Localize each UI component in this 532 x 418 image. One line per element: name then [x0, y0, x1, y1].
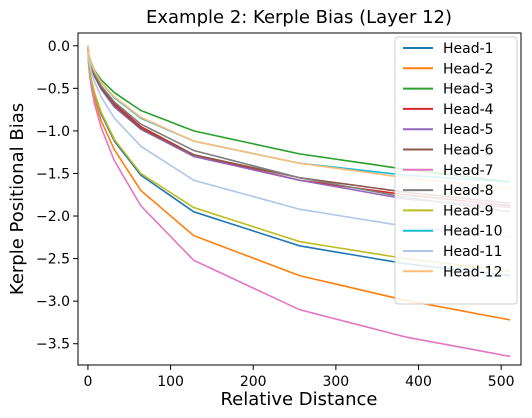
legend-label: Head-12: [443, 264, 502, 280]
y-tick-label: −2.0: [36, 209, 70, 225]
legend-label: Head-9: [443, 203, 494, 219]
y-tick-label: −1.0: [36, 124, 70, 140]
plot-frame: [77, 32, 522, 366]
legend-label: Head-6: [443, 143, 494, 159]
legend-items: Head-1 Head-2 Head-3 Head-4 Head-5 Head-6 Head…: [403, 41, 502, 280]
legend-entry-2: Head-2: [403, 61, 494, 77]
legend-entry-12: Head-12: [403, 264, 502, 280]
x-tick-label: 200: [240, 374, 267, 390]
legend-label: Head-7: [443, 163, 494, 179]
chart-title: Example 2: Kerple Bias (Layer 12): [146, 7, 452, 28]
x-tick-label: 400: [405, 374, 432, 390]
legend-label: Head-3: [443, 82, 494, 98]
legend-entry-6: Head-6: [403, 143, 494, 159]
legend-label: Head-1: [443, 41, 494, 57]
legend-entry-5: Head-5: [403, 122, 494, 138]
x-axis-ticks: 0 100 200 300 400 500: [83, 365, 515, 390]
x-tick-label: 100: [157, 374, 184, 390]
legend-label: Head-10: [443, 224, 502, 240]
y-tick-label: −3.5: [36, 337, 70, 353]
legend: Head-1 Head-2 Head-3 Head-4 Head-5 Head-6 Head…: [394, 36, 518, 305]
x-axis-label: Relative Distance: [220, 389, 377, 410]
legend-label: Head-2: [443, 61, 494, 77]
series-line-12: [87, 45, 511, 190]
y-axis-ticks: 0.0 −0.5 −1.0 −1.5 −2.0 −2.5 −3.0 −3.5: [36, 39, 78, 353]
legend-label: Head-8: [443, 183, 494, 199]
legend-entry-10: Head-10: [403, 224, 502, 240]
x-tick-label: 500: [488, 374, 515, 390]
series-line-11: [87, 45, 511, 239]
legend-box: [394, 36, 518, 305]
y-tick-label: −0.5: [36, 81, 70, 97]
x-tick-label: 0: [83, 374, 92, 390]
legend-entry-1: Head-1: [403, 41, 494, 57]
series-line-9: [87, 45, 511, 273]
legend-entry-8: Head-8: [403, 183, 494, 199]
series-lines: [87, 45, 511, 358]
y-tick-label: −3.0: [36, 294, 70, 310]
legend-label: Head-11: [443, 244, 502, 260]
y-tick-label: −2.5: [36, 252, 70, 268]
legend-entry-4: Head-4: [403, 102, 494, 118]
y-tick-label: −1.5: [36, 166, 70, 182]
legend-label: Head-5: [443, 122, 494, 138]
x-tick-label: 300: [322, 374, 349, 390]
legend-entry-9: Head-9: [403, 203, 494, 219]
legend-label: Head-4: [443, 102, 494, 118]
y-axis-label: Kerple Positional Bias: [7, 103, 28, 295]
legend-entry-3: Head-3: [403, 82, 494, 98]
plot-area: [77, 32, 522, 366]
y-tick-label: 0.0: [48, 39, 70, 55]
legend-entry-7: Head-7: [403, 163, 494, 179]
legend-entry-11: Head-11: [403, 244, 502, 260]
